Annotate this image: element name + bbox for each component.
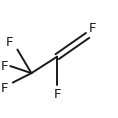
Text: F: F: [5, 36, 13, 49]
Text: F: F: [1, 82, 8, 95]
Text: F: F: [53, 88, 61, 101]
Text: F: F: [1, 60, 8, 73]
Text: F: F: [88, 22, 96, 35]
